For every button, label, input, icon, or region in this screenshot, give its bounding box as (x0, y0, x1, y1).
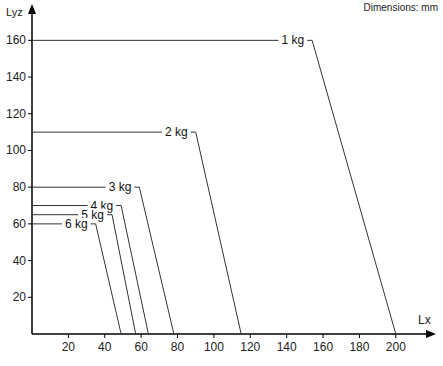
x-tick-label: 60 (134, 340, 148, 354)
line-labels: 1 kg2 kg3 kg4 kg5 kg6 kg (62, 33, 307, 231)
x-tick (177, 334, 178, 338)
x-tick (141, 334, 142, 338)
x-tick (359, 334, 360, 338)
x-tick (323, 334, 324, 338)
y-tick (28, 77, 32, 78)
x-tick (104, 334, 105, 338)
x-tick-label: 120 (240, 340, 260, 354)
load-curve (32, 215, 136, 334)
x-tick-label: 180 (349, 340, 369, 354)
y-tick (28, 187, 32, 188)
x-arrow (426, 330, 436, 338)
label-bg (278, 34, 307, 46)
load-curve (32, 132, 241, 334)
y-tick-label: 160 (6, 33, 26, 47)
load-curve (32, 187, 174, 334)
y-arrow (28, 4, 36, 14)
load-curve (32, 224, 121, 334)
y-tick (28, 40, 32, 41)
series-label: 1 kg (281, 33, 304, 47)
y-tick-label: 20 (13, 290, 27, 304)
y-tick (28, 150, 32, 151)
y-tick-label: 140 (6, 70, 26, 84)
x-tick-label: 80 (171, 340, 185, 354)
chart: 20 40 60 80 100 120 140 160 180 200 20 40 60 80 100 120… (0, 0, 443, 366)
x-axis (32, 333, 430, 335)
load-curve (32, 40, 396, 334)
series-label: 2 kg (165, 125, 188, 139)
x-tick-label: 40 (98, 340, 112, 354)
x-tick (213, 334, 214, 338)
plot-lines (32, 40, 396, 334)
series-label: 6 kg (65, 217, 88, 231)
y-tick (28, 260, 32, 261)
y-tick (28, 113, 32, 114)
y-tick-label: 100 (6, 143, 26, 157)
y-tick-label: 120 (6, 107, 26, 121)
label-bg (62, 218, 91, 230)
x-tick (250, 334, 251, 338)
x-tick (68, 334, 69, 338)
series-label: 3 kg (109, 180, 132, 194)
x-tick (395, 334, 396, 338)
y-tick-label: 60 (13, 217, 27, 231)
y-tick-label: 40 (13, 254, 27, 268)
x-tick-label: 140 (277, 340, 297, 354)
x-tick (286, 334, 287, 338)
label-bg (106, 181, 135, 193)
label-bg (162, 126, 191, 138)
y-axis-label: Lyz (6, 6, 23, 18)
x-tick-label: 200 (386, 340, 406, 354)
annotation: Dimensions: mm (364, 2, 438, 13)
x-tick-label: 100 (204, 340, 224, 354)
x-axis-label: Lx (418, 313, 431, 327)
y-tick (28, 297, 32, 298)
load-curve (32, 206, 148, 334)
x-tick-label: 20 (62, 340, 76, 354)
x-tick-label: 160 (313, 340, 333, 354)
y-axis (31, 10, 33, 334)
y-tick-label: 80 (13, 180, 27, 194)
y-tick (28, 223, 32, 224)
